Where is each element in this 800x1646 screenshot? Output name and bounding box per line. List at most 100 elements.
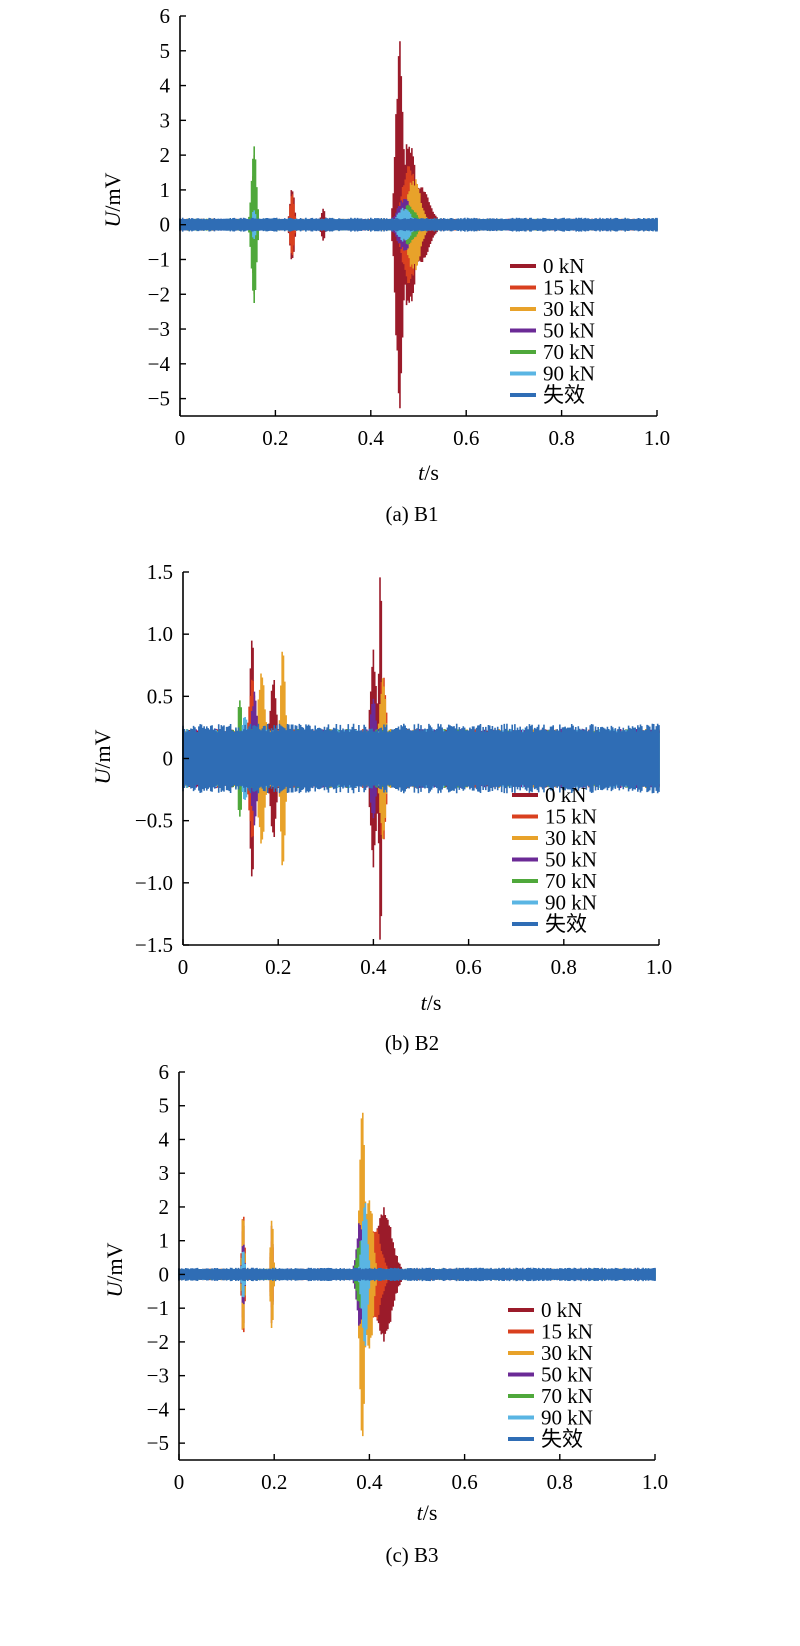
x-tick-label: 0.6	[453, 426, 479, 450]
y-tick-label: 2	[160, 143, 171, 167]
x-tick-label: 0.2	[262, 426, 288, 450]
y-tick-label: 0	[160, 213, 171, 237]
x-tick-label: 0.8	[548, 426, 574, 450]
legend-label: 50 kN	[541, 1363, 593, 1387]
x-axis-variable: t	[417, 1500, 424, 1525]
y-axis-title: U/mV	[100, 172, 125, 227]
legend-label: 30 kN	[543, 297, 595, 321]
y-tick-label: 2	[159, 1195, 170, 1219]
legend-label: 90 kN	[541, 1406, 593, 1430]
x-axis-title: t/s	[418, 460, 439, 485]
y-tick-label: −1.0	[135, 871, 173, 895]
legend-label: 失效	[545, 912, 587, 936]
y-tick-label: 3	[160, 108, 171, 132]
y-tick-label: 5	[159, 1094, 170, 1118]
y-axis-variable: U	[100, 210, 125, 228]
x-tick-label: 0.4	[358, 426, 385, 450]
y-axis-unit: /mV	[102, 1242, 127, 1281]
y-tick-label: 4	[159, 1127, 170, 1151]
x-axis-title: t/s	[421, 990, 442, 1015]
y-tick-label: 4	[160, 74, 171, 98]
y-tick-label: 0.5	[147, 684, 173, 708]
panel-caption: (a) B1	[385, 502, 438, 526]
y-axis-variable: U	[102, 1280, 127, 1298]
x-tick-label: 0	[174, 1470, 185, 1494]
y-tick-label: −4	[147, 1397, 170, 1421]
series-line-失效	[179, 217, 658, 232]
y-axis-title: U/mV	[102, 1242, 127, 1297]
y-tick-label: −5	[148, 387, 170, 411]
x-tick-label: 0.2	[261, 1470, 287, 1494]
x-tick-label: 1.0	[642, 1470, 668, 1494]
legend-label: 70 kN	[541, 1384, 593, 1408]
legend-label: 失效	[541, 1427, 583, 1451]
chart-panel-2: 1.51.00.50−0.5−1.0−1.50 0.2 0.4 0.6 0.8 1.0t/…	[90, 560, 672, 1055]
x-tick-label: 0.6	[451, 1470, 477, 1494]
legend-label: 70 kN	[543, 340, 595, 364]
y-axis-title: U/mV	[90, 729, 115, 784]
legend-label: 0 kN	[545, 783, 586, 807]
y-tick-label: 1.0	[147, 622, 173, 646]
y-tick-label: 1.5	[147, 560, 173, 584]
y-tick-label: 6	[159, 1060, 170, 1084]
x-axis-variable: t	[418, 460, 425, 485]
y-axis-unit: /mV	[100, 172, 125, 211]
legend-label: 30 kN	[541, 1341, 593, 1365]
y-tick-label: 6	[160, 4, 171, 28]
y-axis-variable: U	[90, 767, 115, 785]
y-tick-label: −4	[148, 352, 171, 376]
x-axis-unit: /s	[424, 460, 439, 485]
y-tick-label: −5	[147, 1431, 169, 1455]
legend-label: 0 kN	[543, 254, 584, 278]
y-tick-label: −1.5	[135, 933, 173, 957]
series-line-失效	[178, 1267, 656, 1282]
x-tick-label: 1.0	[646, 955, 672, 979]
y-tick-label: −0.5	[135, 809, 173, 833]
legend-label: 15 kN	[545, 805, 597, 829]
y-tick-label: 0	[163, 747, 174, 771]
legend-label: 50 kN	[543, 319, 595, 343]
y-tick-label: 1	[159, 1229, 170, 1253]
legend-label: 15 kN	[541, 1320, 593, 1344]
y-tick-label: −2	[147, 1330, 169, 1354]
legend-label: 失效	[543, 383, 585, 407]
legend-label: 70 kN	[545, 869, 597, 893]
y-axis-unit: /mV	[90, 729, 115, 768]
x-tick-label: 0	[178, 955, 189, 979]
x-axis-title: t/s	[417, 1500, 438, 1525]
x-tick-label: 0.4	[360, 955, 387, 979]
x-tick-label: 0.4	[356, 1470, 383, 1494]
x-axis-variable: t	[421, 990, 428, 1015]
panel-caption: (c) B3	[385, 1543, 438, 1567]
y-tick-label: 0	[159, 1262, 170, 1286]
x-tick-label: 0	[175, 426, 186, 450]
legend-label: 0 kN	[541, 1298, 582, 1322]
legend-label: 90 kN	[543, 362, 595, 386]
y-tick-label: 3	[159, 1161, 170, 1185]
y-tick-label: −3	[147, 1364, 169, 1388]
y-tick-label: −1	[148, 247, 170, 271]
y-tick-label: −1	[147, 1296, 169, 1320]
x-tick-label: 0.2	[265, 955, 291, 979]
x-tick-label: 0.8	[547, 1470, 573, 1494]
legend-label: 15 kN	[543, 276, 595, 300]
x-tick-label: 0.6	[455, 955, 481, 979]
x-axis-unit: /s	[427, 990, 442, 1015]
panel-caption: (b) B2	[385, 1031, 439, 1055]
x-tick-label: 0.8	[551, 955, 577, 979]
legend-label: 50 kN	[545, 848, 597, 872]
legend-label: 90 kN	[545, 891, 597, 915]
x-axis-unit: /s	[423, 1500, 438, 1525]
x-tick-label: 1.0	[644, 426, 670, 450]
y-tick-label: 1	[160, 178, 171, 202]
y-tick-label: −3	[148, 317, 170, 341]
y-tick-label: −2	[148, 282, 170, 306]
series-line-失效	[182, 723, 660, 794]
legend-label: 30 kN	[545, 826, 597, 850]
